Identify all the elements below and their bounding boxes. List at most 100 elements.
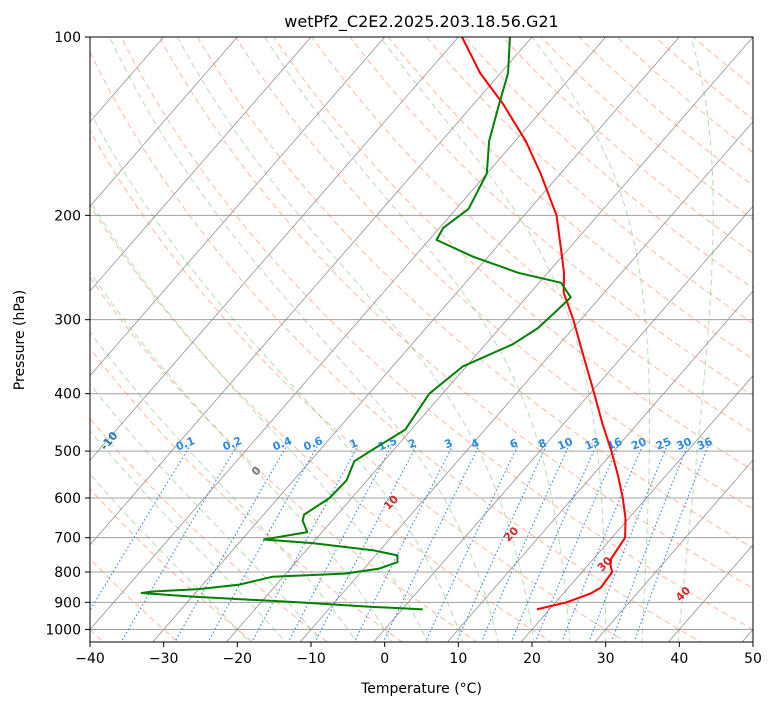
moist-adiabat-line xyxy=(109,37,499,642)
dewpoint-profile-line xyxy=(140,37,572,611)
isotherm-line xyxy=(152,37,680,642)
dry-adiabat-line xyxy=(311,37,753,434)
mixing-ratio-line xyxy=(455,445,547,642)
y-tick-label: 300 xyxy=(54,313,81,329)
moist-adiabat-line xyxy=(90,383,322,642)
x-axis-label: Temperature (°C) xyxy=(360,681,482,697)
mixing-ratio-line xyxy=(424,445,519,642)
moist-adiabat-line xyxy=(90,199,429,642)
isotherm-line xyxy=(90,37,459,461)
background-lines xyxy=(90,37,753,642)
x-tick-label: 20 xyxy=(523,651,541,667)
y-tick-label: 100 xyxy=(54,30,81,46)
isotherm-line xyxy=(299,121,753,642)
isotherm-line xyxy=(90,37,238,207)
x-tick-label: −10 xyxy=(296,651,326,667)
x-tick-label: −30 xyxy=(149,651,179,667)
mixing-ratio-line xyxy=(382,445,480,642)
profile-lines xyxy=(140,37,627,611)
isotherm-line xyxy=(90,37,312,292)
dry-adiabat-line xyxy=(90,558,179,642)
y-tick-label: 1000 xyxy=(45,622,81,638)
axis-ticks: −40 −30 −20 −10 0 10 20 30 40 50 100 200 300 400 500 60… xyxy=(45,30,762,667)
mixing-ratio-line xyxy=(287,445,393,642)
isotherm-line xyxy=(90,37,607,631)
mixing-ratio-label: 30 xyxy=(675,435,694,453)
dry-adiabat-line xyxy=(196,37,753,549)
x-tick-label: 40 xyxy=(670,651,688,667)
mixing-ratio-label: 8 xyxy=(536,436,548,451)
isotherm-line xyxy=(90,37,386,377)
dry-adiabat-label: -20 xyxy=(11,394,34,418)
moist-adiabat-label: 10 xyxy=(381,492,401,512)
moist-adiabat-label: 40 xyxy=(673,584,693,604)
dry-adiabat-line xyxy=(158,37,753,589)
mixing-ratio-label: 4 xyxy=(469,436,481,451)
mixing-ratio-label: 2 xyxy=(406,436,418,451)
moist-adiabat-line xyxy=(90,271,393,642)
dry-adiabat-line xyxy=(578,37,753,187)
mixing-ratio-line xyxy=(610,445,689,642)
mixing-ratio-line xyxy=(588,445,668,642)
dry-adiabat-line xyxy=(349,37,753,397)
mixing-ratio-label: 36 xyxy=(695,435,714,453)
y-tick-label: 800 xyxy=(54,565,81,581)
mixing-ratio-label: 25 xyxy=(654,435,673,453)
isotherm-line xyxy=(373,205,753,642)
x-tick-label: 0 xyxy=(380,651,389,667)
moist-adiabat-line xyxy=(90,331,358,642)
plot-frame xyxy=(89,36,754,643)
moist-adiabat-line xyxy=(531,37,650,642)
dry-adiabat-line xyxy=(90,204,553,642)
mixing-ratio-label: 1 xyxy=(348,436,360,451)
dry-adiabat-line xyxy=(616,37,753,153)
mixing-ratio-label: 6 xyxy=(508,436,520,451)
moist-adiabat-line xyxy=(90,110,464,642)
dry-adiabat-line xyxy=(90,347,403,642)
dry-adiabat-line xyxy=(654,37,753,121)
dry-adiabat-line xyxy=(90,487,254,642)
mixing-ratio-line xyxy=(251,445,359,642)
x-tick-label: −40 xyxy=(75,651,105,667)
x-tick-label: 50 xyxy=(744,651,762,667)
dry-adiabat-line xyxy=(235,37,753,510)
y-tick-label: 500 xyxy=(54,444,81,460)
y-tick-label: 400 xyxy=(54,387,81,403)
mixing-ratio-line xyxy=(353,445,453,642)
dry-adiabat-line xyxy=(540,37,753,220)
y-axis-label: Pressure (hPa) xyxy=(12,290,28,390)
chart-title: wetPf2_C2E2.2025.203.18.56.G21 xyxy=(284,12,558,32)
mixing-ratio-line xyxy=(120,445,238,642)
dry-adiabat-line xyxy=(90,129,628,642)
mixing-ratio-line xyxy=(534,445,619,642)
dry-adiabat-line xyxy=(692,37,753,88)
isotherm-line xyxy=(594,459,753,642)
y-tick-label: 700 xyxy=(54,531,81,547)
x-tick-label: 10 xyxy=(449,651,467,667)
x-tick-label: 30 xyxy=(597,651,615,667)
mixing-ratio-line xyxy=(174,445,288,642)
mixing-ratio-line xyxy=(207,445,318,642)
mixing-ratio-line xyxy=(510,445,597,642)
mixing-ratio-label: 10 xyxy=(556,435,575,453)
isotherm-line xyxy=(446,290,753,642)
isotherm-line xyxy=(520,374,753,642)
dry-adiabat-label: -10 xyxy=(98,429,121,453)
moist-adiabat-line xyxy=(176,37,535,642)
dry-adiabat-line xyxy=(90,50,702,642)
moist-adiabat-line xyxy=(677,37,714,642)
dry-adiabat-line xyxy=(90,276,478,642)
dry-adiabat-line xyxy=(502,37,753,255)
y-tick-label: 600 xyxy=(54,491,81,507)
y-tick-label: 900 xyxy=(54,595,81,611)
mixing-ratio-label: 3 xyxy=(442,436,454,451)
isotherm-line xyxy=(225,37,753,642)
mixing-ratio-line xyxy=(561,445,643,642)
dry-adiabat-line xyxy=(90,417,329,642)
temperature-profile-line xyxy=(461,37,627,611)
dry-adiabat-line xyxy=(425,37,753,324)
moist-adiabat-line xyxy=(90,430,286,642)
moist-adiabat-label: 20 xyxy=(501,524,521,544)
mixing-ratio-label: 13 xyxy=(583,435,602,453)
